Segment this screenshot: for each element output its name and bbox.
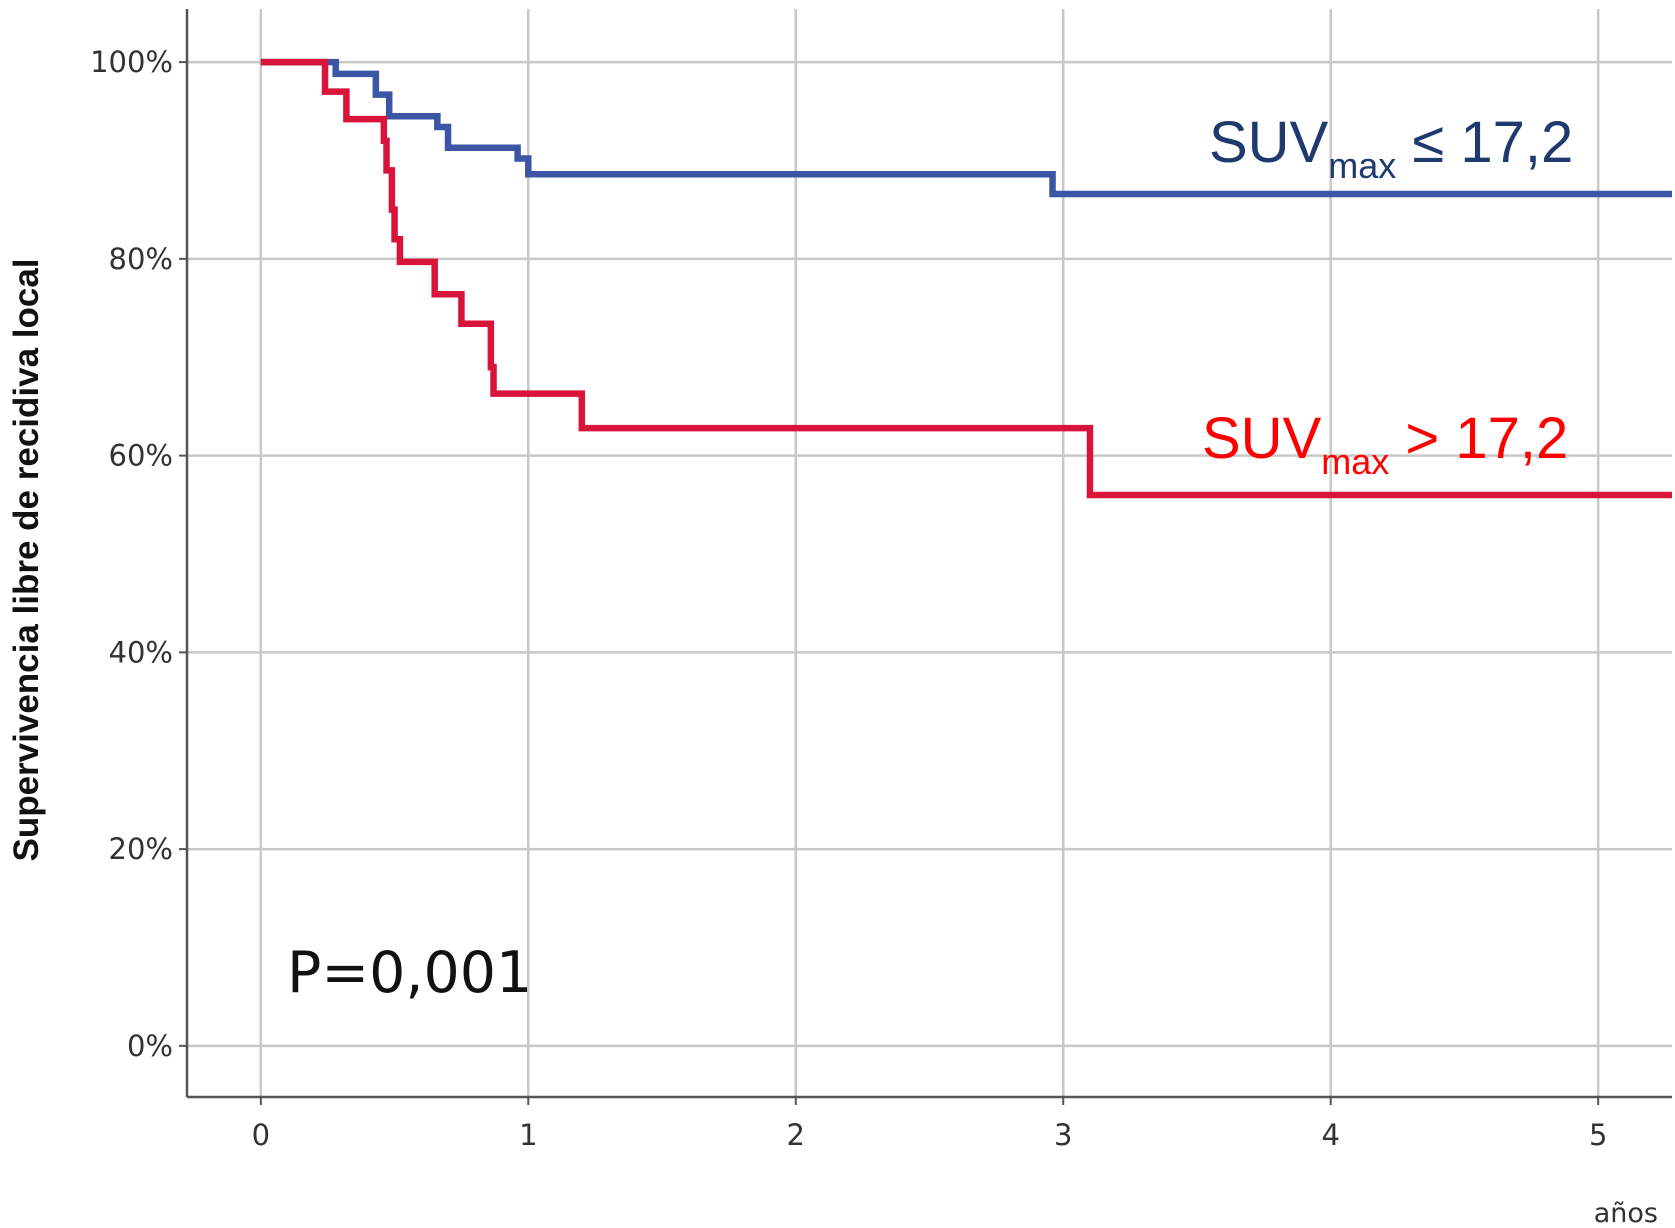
series-label-sub: max [1321, 441, 1389, 482]
x-tick-label: 1 [519, 1118, 537, 1152]
series-label-main: SUV [1202, 406, 1322, 471]
series-label-rest: > 17,2 [1389, 406, 1568, 471]
y-tick-label: 20% [109, 832, 173, 866]
x-tick-label: 5 [1589, 1118, 1607, 1152]
y-tick-label: 100% [90, 45, 173, 79]
x-tick-label: 4 [1321, 1118, 1339, 1152]
series-label: SUVmax > 17,2 [1202, 406, 1568, 482]
survival-line [260, 58, 1672, 499]
y-tick-label: 60% [109, 439, 173, 473]
series-label-main: SUV [1209, 110, 1329, 175]
series-label: SUVmax ≤ 17,2 [1209, 110, 1573, 186]
y-tick-label: 0% [127, 1029, 173, 1063]
p-value: P=0,001 [287, 940, 532, 1006]
y-tick-label: 80% [109, 242, 173, 276]
survival-line [260, 58, 1672, 198]
x-tick-label: 3 [1054, 1118, 1072, 1152]
x-axis-label: años [1594, 1198, 1658, 1228]
series-label-rest: ≤ 17,2 [1396, 110, 1573, 175]
x-tick-label: 2 [787, 1118, 805, 1152]
x-tick-label: 0 [252, 1118, 270, 1152]
series-label-sub: max [1328, 145, 1396, 186]
y-axis-label: Supervivencia libre de recidiva local [7, 258, 46, 861]
y-tick-label: 40% [109, 635, 173, 669]
